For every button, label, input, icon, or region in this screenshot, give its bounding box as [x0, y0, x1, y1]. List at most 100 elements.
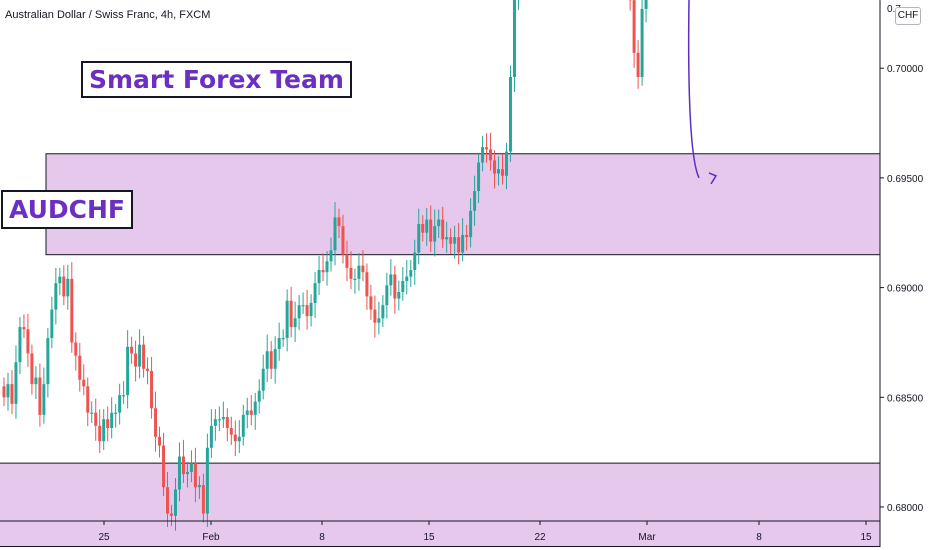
candle	[285, 289, 289, 352]
candle	[166, 471, 170, 527]
candle	[301, 292, 305, 314]
candle	[640, 0, 644, 86]
candle	[169, 504, 173, 527]
candle-body	[245, 410, 249, 415]
candle-body	[329, 250, 333, 262]
time-tick-label: 15	[423, 532, 435, 543]
candle	[90, 401, 94, 423]
candle	[393, 265, 397, 314]
candle-body	[309, 302, 313, 317]
candle	[221, 401, 225, 429]
candle-body	[457, 237, 461, 253]
candle	[38, 363, 42, 427]
candle-body	[453, 237, 457, 244]
symbol-title: Australian Dollar / Swiss Franc, 4h, FXC…	[5, 9, 211, 21]
candle-body	[209, 425, 213, 448]
candle-body	[2, 386, 6, 398]
candle	[185, 461, 189, 488]
candle	[213, 409, 217, 441]
candle-body	[106, 419, 110, 429]
candle-body	[158, 436, 162, 446]
candle-body	[42, 384, 46, 415]
candle	[325, 251, 329, 286]
candle	[345, 240, 349, 282]
candle-body	[373, 309, 377, 323]
candle	[385, 272, 389, 319]
candle-body	[229, 428, 233, 435]
candle	[305, 289, 309, 330]
candle	[449, 228, 453, 255]
candle-body	[485, 147, 489, 150]
candle-body	[277, 338, 281, 350]
candle-body	[150, 370, 154, 409]
candle-body	[321, 270, 325, 273]
candle-body	[253, 401, 257, 415]
candle	[269, 341, 273, 380]
candle	[313, 271, 317, 318]
candle-body	[417, 223, 421, 253]
candle	[429, 205, 433, 252]
candle	[6, 372, 10, 411]
candle-body	[58, 276, 62, 284]
candle	[154, 391, 158, 452]
candle	[70, 262, 74, 353]
candle	[632, 0, 636, 68]
candle-body	[114, 412, 118, 414]
candle-body	[425, 219, 429, 233]
candle	[477, 153, 481, 203]
time-tick-label: 8	[756, 532, 762, 543]
candle-body	[217, 419, 221, 421]
candle-body	[325, 261, 329, 273]
candle	[118, 383, 122, 425]
price-tick-label: 0.68500	[887, 393, 924, 404]
team-label: Smart Forex Team	[81, 61, 352, 98]
time-tick-label: 8	[319, 532, 325, 543]
time-tick-label: 25	[98, 532, 110, 543]
candle	[46, 327, 50, 398]
candle	[365, 263, 369, 310]
candle-body	[508, 76, 512, 152]
candle	[636, 40, 640, 89]
candle	[508, 65, 512, 162]
candle	[94, 398, 98, 441]
currency-button[interactable]: CHF	[895, 7, 921, 25]
candle	[2, 377, 6, 407]
candle	[58, 267, 62, 296]
candle-body	[429, 219, 433, 242]
candle	[265, 334, 269, 383]
candle	[349, 251, 353, 290]
candle	[50, 296, 54, 349]
candle-body	[377, 318, 381, 323]
candle	[225, 408, 229, 442]
candle-body	[46, 338, 50, 385]
candle	[437, 209, 441, 239]
candle	[86, 377, 90, 427]
time-tick-label: Feb	[202, 532, 220, 543]
candle-body	[173, 489, 177, 516]
candle-body	[501, 169, 505, 176]
candle-body	[18, 327, 22, 363]
candle-body	[197, 485, 201, 488]
candle	[504, 142, 508, 190]
candle-body	[437, 219, 441, 227]
candle	[433, 209, 437, 257]
candle	[130, 336, 134, 364]
candle-body	[297, 305, 301, 319]
candle	[229, 416, 233, 445]
candle-body	[177, 456, 181, 490]
candle	[517, 0, 519, 10]
candle	[381, 295, 385, 328]
candle-body	[30, 353, 34, 385]
candle-body	[70, 278, 74, 343]
candle-body	[361, 265, 365, 273]
candle-body	[636, 52, 640, 77]
candle	[357, 252, 361, 291]
candle	[644, 0, 648, 23]
candle	[512, 0, 516, 92]
candle	[493, 150, 497, 189]
candle	[409, 259, 413, 287]
candle	[497, 156, 501, 186]
candle	[373, 295, 377, 338]
candle-body	[401, 281, 405, 292]
